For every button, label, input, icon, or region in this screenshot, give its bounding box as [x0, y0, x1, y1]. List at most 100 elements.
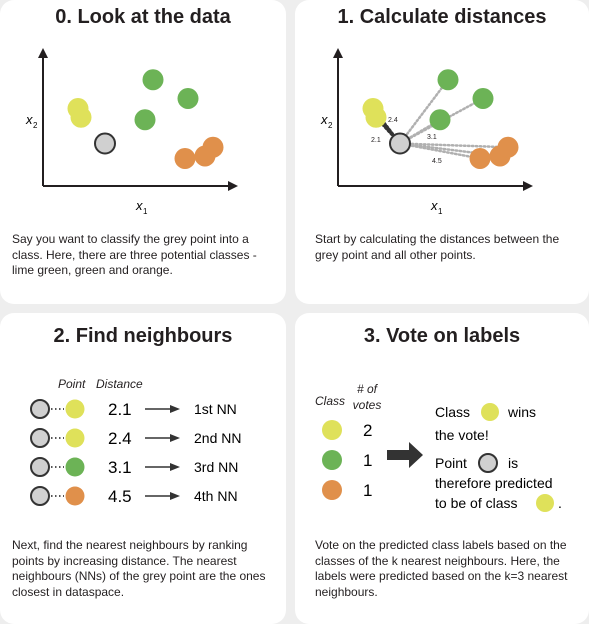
- query-point-icon: [30, 399, 50, 419]
- result-class-line: to be of class: [435, 495, 518, 511]
- y-axis-label-subscript: 2: [33, 121, 38, 130]
- x-axis-arrow-icon: [523, 181, 533, 191]
- query-point-icon: [30, 428, 50, 448]
- distance-label: 2.4: [388, 117, 398, 124]
- rank-arrow-icon: [170, 492, 180, 500]
- point-lime-green: [365, 106, 387, 128]
- neighbour-row: 4.5 4th NN: [30, 486, 238, 506]
- distance-column-header: Distance: [96, 377, 143, 391]
- query-point-icon: [30, 486, 50, 506]
- panel-vote-on-labels: 3. Vote on labels Class # of votes 2 1 1 C…: [295, 313, 589, 624]
- result-vote-line: the vote!: [435, 427, 489, 443]
- neighbour-ranking-table: Point Distance 2.1 1st NN 2.4 2nd NN 3.1 3rd …: [30, 377, 241, 506]
- y-axis-arrow-icon: [333, 48, 343, 58]
- vote-rows: 2 1 1: [322, 420, 372, 500]
- distance-line: [398, 142, 510, 149]
- neighbour-rows: 2.1 1st NN 2.4 2nd NN 3.1 3rd NN 4.5 4th NN: [30, 399, 241, 506]
- winning-class-marker: [481, 403, 499, 421]
- point-green: [134, 109, 156, 131]
- panel-title: 2. Find neighbours: [53, 325, 233, 347]
- point-green: [429, 109, 451, 131]
- point-green: [472, 88, 494, 109]
- point-column-header: Point: [58, 377, 86, 391]
- x-axis-label: x: [135, 198, 143, 213]
- point-green: [437, 69, 459, 91]
- data-points: [362, 69, 519, 169]
- distance-label: 4.5: [432, 158, 442, 165]
- point-lime-green: [70, 106, 92, 128]
- query-point: [94, 132, 116, 155]
- y-axis-label-subscript: 2: [328, 121, 333, 130]
- result-period: .: [558, 495, 562, 511]
- x-axis-label-subscript: 1: [438, 207, 443, 216]
- vote-row: 1: [322, 480, 372, 500]
- neighbour-point-icon: [65, 457, 85, 477]
- panel-find-neighbours: 2. Find neighbours Point Distance 2.1 1st…: [0, 313, 286, 624]
- axes: x 1x 2: [320, 48, 533, 216]
- class-point-icon: [322, 450, 342, 470]
- query-point: [389, 132, 411, 155]
- neighbour-point-icon: [65, 486, 85, 506]
- rank-arrow-icon: [170, 405, 180, 413]
- panel-calculate-distances: 1. Calculate distances x 1 x 2 2.1 2.4 3.1 4.5 …: [295, 0, 589, 304]
- point-orange: [174, 148, 196, 169]
- neighbour-distance: 3.1: [108, 458, 132, 477]
- class-point-icon: [322, 420, 342, 440]
- neighbour-point-icon: [65, 399, 85, 419]
- scatter-plot-distances: x 1x 22.12.43.14.5: [320, 48, 533, 216]
- y-axis-label: x: [320, 112, 328, 127]
- neighbour-distance: 2.4: [108, 429, 132, 448]
- point-green: [177, 88, 199, 109]
- data-points: [67, 69, 224, 169]
- neighbour-row: 2.4 2nd NN: [30, 428, 241, 448]
- scatter-plot-raw: x 1x 2: [25, 48, 238, 216]
- neighbour-rank: 1st NN: [194, 401, 237, 417]
- query-point-icon: [30, 457, 50, 477]
- x-axis-label-subscript: 1: [143, 207, 148, 216]
- panel-description: Next, find the nearest neighbours by ran…: [12, 538, 266, 599]
- neighbour-rank: 2nd NN: [194, 430, 241, 446]
- neighbour-row: 2.1 1st NN: [30, 399, 237, 419]
- neighbour-rank: 3rd NN: [194, 459, 238, 475]
- vote-count: 1: [363, 451, 372, 470]
- result-is-word: is: [508, 455, 518, 471]
- predicted-class-marker: [536, 494, 554, 512]
- result-arrow-icon: [387, 442, 423, 468]
- y-axis-label: x: [25, 112, 33, 127]
- axes: x 1x 2: [25, 48, 238, 216]
- query-point-marker: [478, 453, 498, 473]
- neighbour-rank: 4th NN: [194, 488, 238, 504]
- vote-table: Class # of votes 2 1 1 Class wins the vote…: [315, 382, 562, 512]
- distance-label: 3.1: [427, 134, 437, 141]
- vote-count: 1: [363, 481, 372, 500]
- neighbour-distance: 4.5: [108, 487, 132, 506]
- result-statement: Class wins the vote! Point is therefore …: [435, 403, 562, 512]
- vote-row: 1: [322, 450, 372, 470]
- point-orange: [497, 136, 519, 158]
- vote-row: 2: [322, 420, 372, 440]
- votes-column-header-line1: # of: [357, 382, 379, 396]
- point-green: [142, 69, 164, 91]
- panel-description: Start by calculating the distances betwe…: [315, 232, 560, 262]
- distance-line: [398, 78, 450, 145]
- vote-count: 2: [363, 421, 372, 440]
- x-axis-label: x: [430, 198, 438, 213]
- point-orange: [202, 136, 224, 158]
- panel-description: Say you want to classify the grey point …: [12, 232, 257, 277]
- panel-title: 1. Calculate distances: [337, 6, 547, 28]
- votes-column-header-line2: votes: [353, 398, 382, 412]
- result-point-word: Point: [435, 455, 467, 471]
- neighbour-point-icon: [65, 428, 85, 448]
- class-point-icon: [322, 480, 342, 500]
- point-orange: [469, 148, 491, 169]
- panel-title: 0. Look at the data: [55, 6, 231, 28]
- class-column-header: Class: [315, 394, 345, 408]
- panel-title: 3. Vote on labels: [363, 325, 521, 347]
- neighbour-distance: 2.1: [108, 400, 132, 419]
- x-axis-arrow-icon: [228, 181, 238, 191]
- panel-description: Vote on the predicted class labels based…: [315, 538, 568, 599]
- distance-label: 2.1: [371, 137, 381, 144]
- result-wins-word: wins: [507, 404, 536, 420]
- rank-arrow-icon: [170, 434, 180, 442]
